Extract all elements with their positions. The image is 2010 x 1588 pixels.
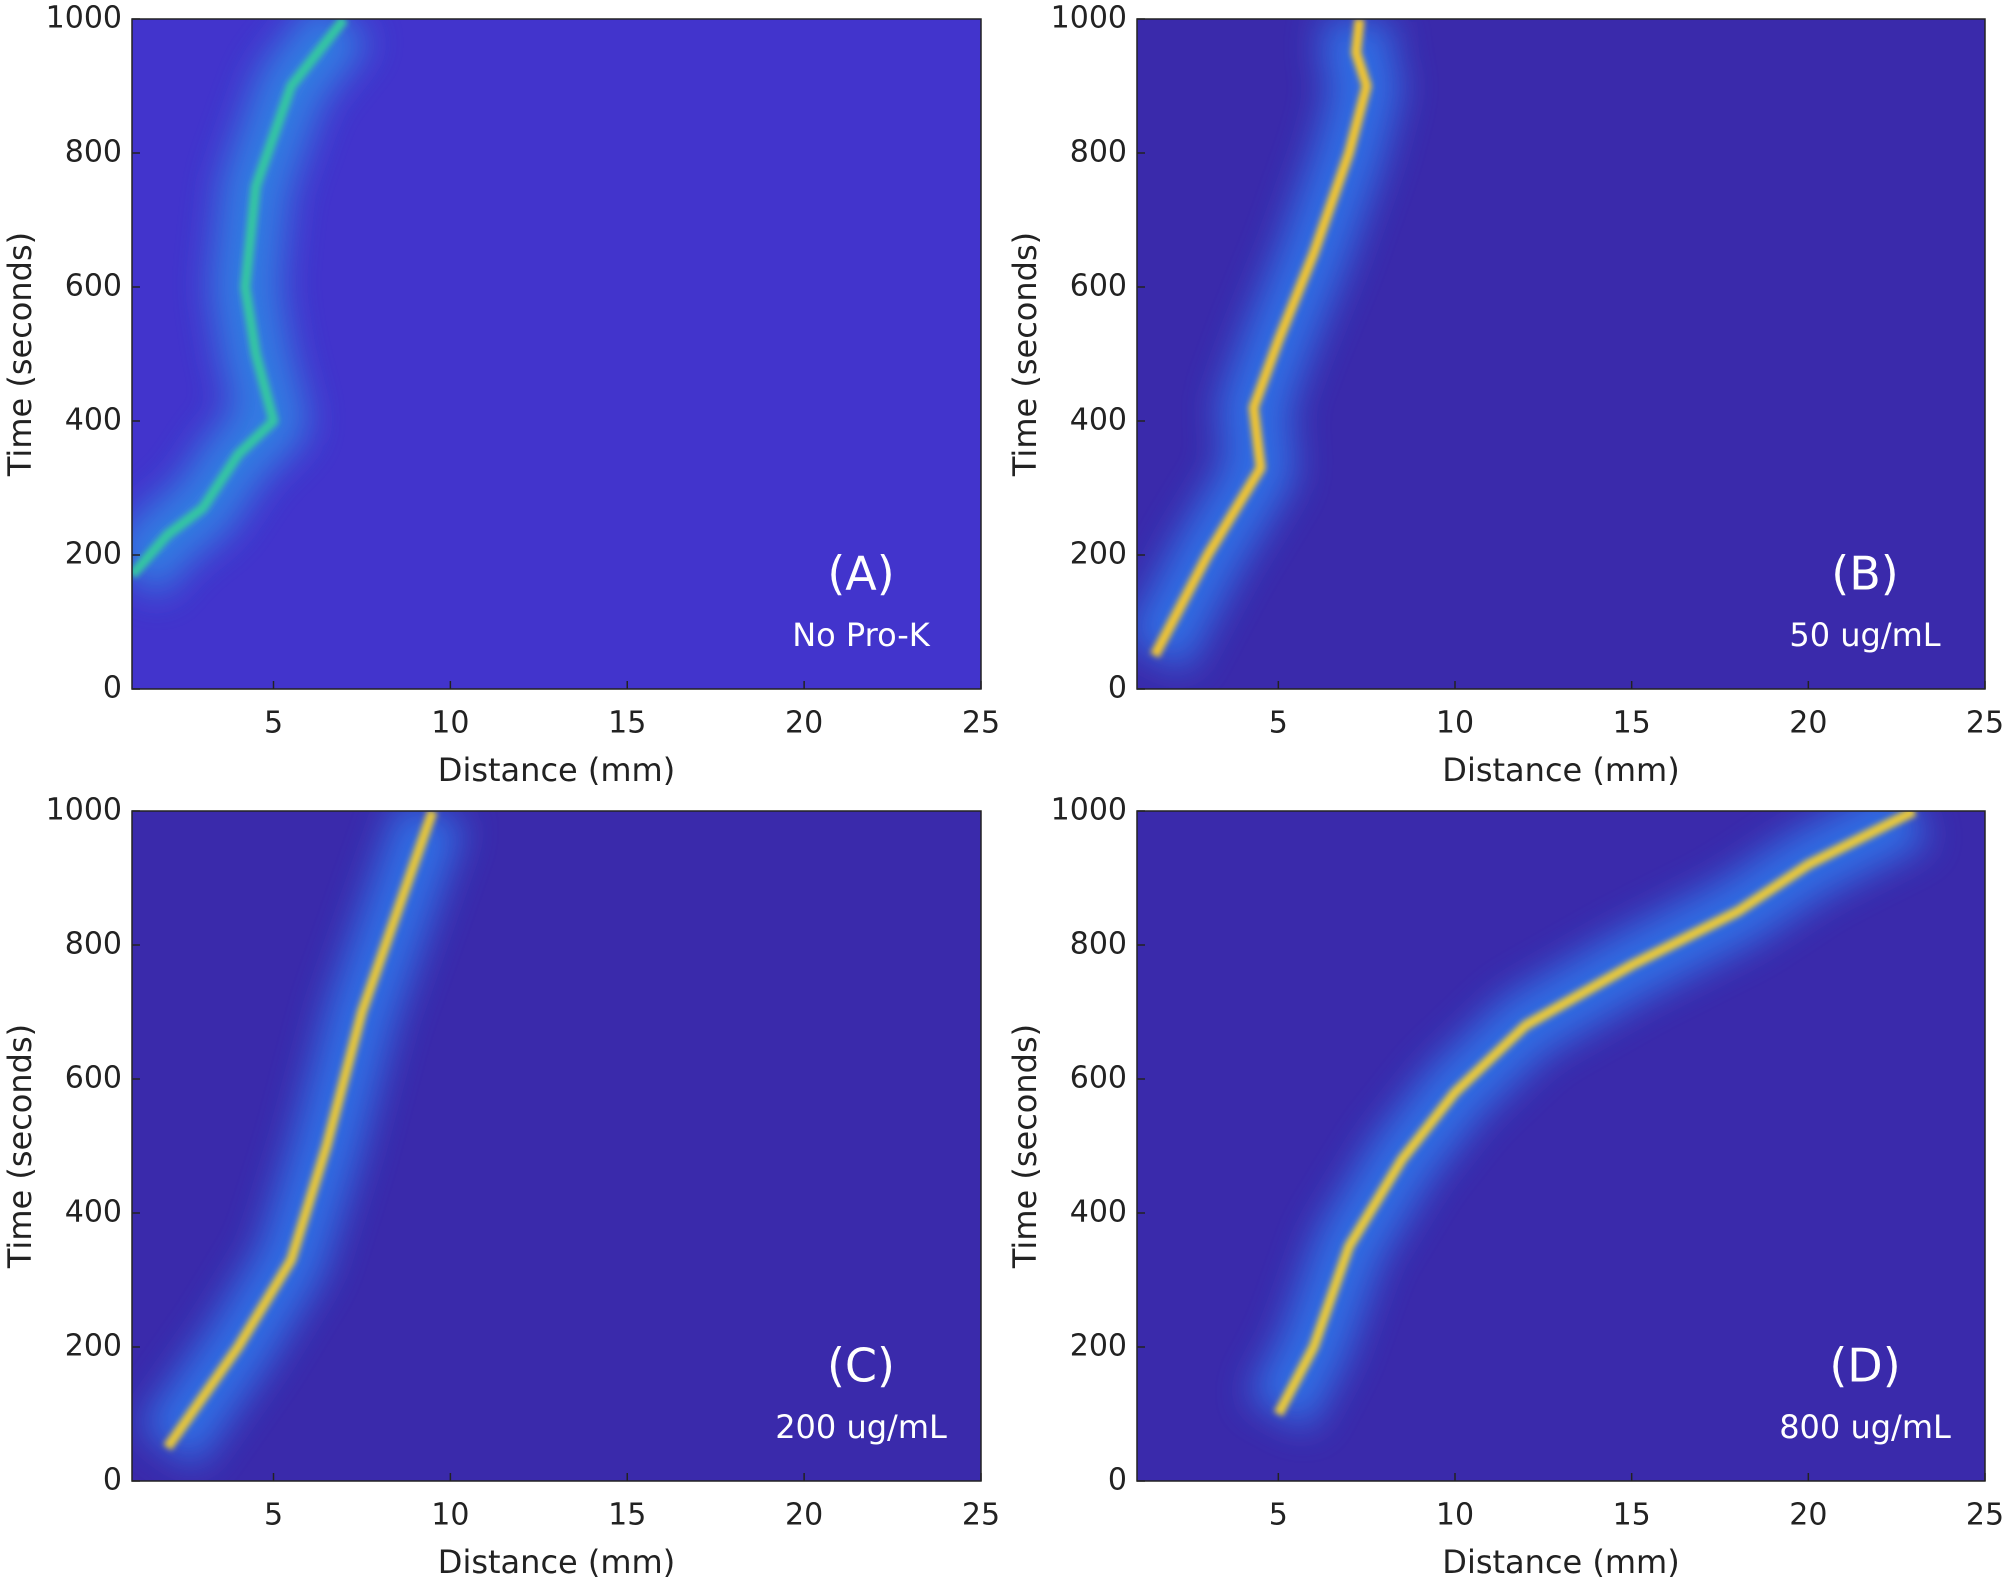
x-tick-label: 10 [431, 1498, 469, 1533]
x-axis-label: Distance (mm) [438, 1543, 675, 1581]
plot-frame [131, 810, 982, 1482]
x-tick-label: 15 [1613, 1498, 1651, 1533]
ridge [1150, 19, 1372, 658]
x-tick-label: 20 [1789, 1498, 1827, 1533]
y-tick-label: 800 [65, 927, 122, 962]
y-tick-label: 0 [1108, 671, 1127, 706]
ridge [1273, 811, 1917, 1417]
ridge [132, 19, 349, 579]
ridge [163, 811, 438, 1451]
x-tick-label: 25 [1966, 1498, 2004, 1533]
panel-label: (B) [1831, 547, 1898, 601]
plot-content [1247, 811, 1931, 1431]
x-axis-label: Distance (mm) [1442, 751, 1679, 789]
y-axis-label: Time (seconds) [1, 232, 39, 477]
x-tick-label: 5 [1269, 706, 1288, 741]
y-tick-label: 1000 [1051, 1, 1127, 36]
x-axis-label: Distance (mm) [438, 751, 675, 789]
y-tick-label: 0 [1108, 1463, 1127, 1498]
x-tick-label: 20 [1789, 706, 1827, 741]
y-axis-label: Time (seconds) [1006, 1024, 1044, 1269]
x-tick-label: 25 [1966, 706, 2004, 741]
y-tick-label: 0 [103, 1463, 122, 1498]
y-tick-label: 200 [1070, 537, 1127, 572]
x-tick-label: 5 [264, 1498, 283, 1533]
plot-frame [131, 18, 982, 690]
y-axis-label: Time (seconds) [1, 1024, 39, 1269]
x-tick-label: 20 [785, 1498, 823, 1533]
y-tick-label: 600 [65, 269, 122, 304]
y-tick-label: 200 [65, 537, 122, 572]
panel-sublabel: 50 ug/mL [1789, 616, 1940, 654]
x-axis-label: Distance (mm) [1442, 1543, 1679, 1581]
y-tick-label: 600 [1070, 269, 1127, 304]
y-axis-label: Time (seconds) [1006, 232, 1044, 477]
x-tick-label: 15 [1613, 706, 1651, 741]
x-tick-label: 15 [608, 1498, 646, 1533]
plot-content [132, 19, 372, 599]
x-tick-label: 25 [962, 706, 1000, 741]
panel-label: (C) [827, 1339, 895, 1393]
panel-sublabel: 800 ug/mL [1779, 1408, 1951, 1446]
plot-frame [1136, 810, 1986, 1482]
y-tick-label: 400 [1070, 403, 1127, 438]
plot-frame [1136, 18, 1986, 690]
y-tick-label: 0 [103, 671, 122, 706]
y-tick-label: 800 [1070, 927, 1127, 962]
panel-label: (D) [1829, 1339, 1900, 1393]
y-tick-label: 400 [1070, 1195, 1127, 1230]
panel-label: (A) [827, 547, 894, 601]
y-tick-label: 800 [65, 135, 122, 170]
panel-sublabel: No Pro-K [792, 616, 931, 654]
y-tick-label: 400 [65, 403, 122, 438]
y-tick-label: 1000 [1051, 793, 1127, 828]
y-tick-label: 600 [1070, 1061, 1127, 1096]
x-tick-label: 10 [1436, 1498, 1474, 1533]
x-tick-label: 25 [962, 1498, 1000, 1533]
y-tick-label: 800 [1070, 135, 1127, 170]
y-tick-label: 400 [65, 1195, 122, 1230]
y-tick-label: 1000 [46, 1, 122, 36]
plot-background [132, 811, 981, 1481]
panel-sublabel: 200 ug/mL [775, 1408, 947, 1446]
x-tick-label: 15 [608, 706, 646, 741]
x-tick-label: 20 [785, 706, 823, 741]
y-tick-label: 200 [65, 1329, 122, 1364]
x-tick-label: 5 [1269, 1498, 1288, 1533]
plot-content [1137, 19, 1402, 672]
x-tick-label: 10 [1436, 706, 1474, 741]
x-tick-label: 10 [431, 706, 469, 741]
y-tick-label: 200 [1070, 1329, 1127, 1364]
x-tick-label: 5 [264, 706, 283, 741]
y-tick-label: 600 [65, 1061, 122, 1096]
y-tick-label: 1000 [46, 793, 122, 828]
plot-content [138, 811, 466, 1468]
